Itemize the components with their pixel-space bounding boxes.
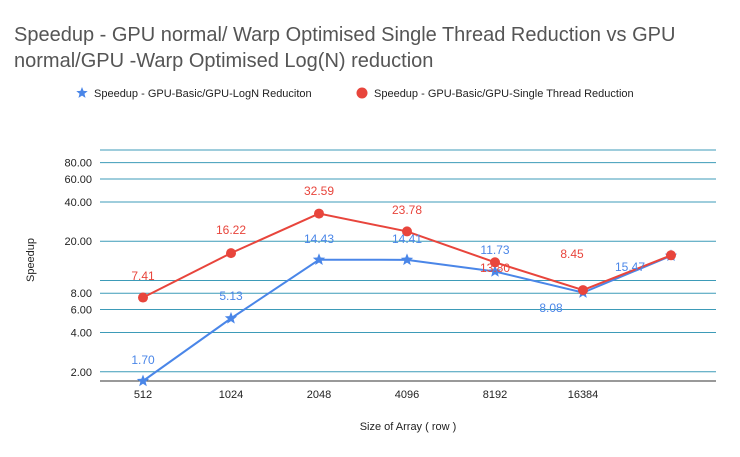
data-label: 8.08 bbox=[539, 301, 563, 315]
data-point-star bbox=[400, 253, 414, 266]
x-tick-label: 512 bbox=[134, 389, 152, 401]
x-tick-label: 4096 bbox=[395, 389, 419, 401]
y-tick-label: 6.00 bbox=[71, 305, 92, 317]
x-axis-title: Size of Array ( row ) bbox=[360, 421, 457, 433]
legend-marker-star bbox=[76, 87, 88, 98]
data-label: 23.78 bbox=[392, 203, 422, 217]
legend-label: Speedup - GPU-Basic/GPU-Single Thread Re… bbox=[374, 88, 634, 100]
legend: Speedup - GPU-Basic/GPU-LogN Reduciton Sp… bbox=[76, 87, 634, 100]
data-point-star bbox=[488, 265, 502, 277]
data-point-circle bbox=[138, 292, 148, 303]
data-point-circle bbox=[226, 248, 236, 259]
y-tick-label: 8.00 bbox=[71, 288, 92, 300]
y-tick-label: 4.00 bbox=[71, 327, 92, 339]
x-tick-label: 16384 bbox=[568, 389, 599, 401]
data-point-star bbox=[136, 374, 150, 387]
data-label: 14.41 bbox=[392, 232, 422, 246]
x-tick-label: 8192 bbox=[483, 389, 507, 401]
y-tick-label: 80.00 bbox=[64, 158, 92, 170]
y-tick-label: 20.00 bbox=[64, 236, 92, 248]
x-tick-label: 2048 bbox=[307, 389, 331, 401]
data-label: 11.73 bbox=[480, 243, 509, 257]
y-axis-ticks: 2.00 4.00 6.00 8.00 20.00 40.00 60.00 80.00 bbox=[64, 158, 92, 379]
legend-marker-circle bbox=[356, 87, 368, 99]
data-label: 8.45 bbox=[560, 247, 584, 261]
series-group bbox=[136, 208, 678, 387]
series-line bbox=[142, 254, 672, 382]
data-point-circle bbox=[578, 285, 588, 296]
x-axis-ticks: 512 1024 2048 4096 8192 16384 bbox=[134, 389, 598, 401]
data-label: 7.41 bbox=[131, 269, 155, 283]
data-point-star bbox=[224, 311, 238, 324]
data-point-circle bbox=[490, 257, 500, 268]
y-tick-label: 40.00 bbox=[64, 197, 92, 209]
data-point-circle bbox=[666, 250, 676, 261]
y-tick-label: 60.00 bbox=[64, 174, 92, 186]
y-tick-label: 2.00 bbox=[71, 367, 92, 379]
data-label: 16.22 bbox=[216, 223, 246, 237]
y-axis-title: Speedup bbox=[25, 238, 37, 282]
data-labels: 1.70 5.13 14.43 14.41 11.73 8.08 15.47 7.41 16.2… bbox=[131, 184, 645, 367]
legend-label: Speedup - GPU-Basic/GPU-LogN Reduciton bbox=[94, 88, 312, 100]
data-point-star bbox=[312, 253, 326, 266]
data-label: 5.13 bbox=[219, 289, 243, 303]
data-point-circle bbox=[314, 208, 324, 219]
data-label: 1.70 bbox=[131, 353, 155, 367]
data-label: 32.59 bbox=[304, 184, 334, 198]
grid-lines bbox=[100, 149, 716, 382]
data-point-circle bbox=[402, 226, 412, 237]
x-tick-label: 1024 bbox=[219, 389, 243, 401]
data-label: 14.43 bbox=[304, 232, 334, 246]
data-label: 15.47 bbox=[615, 260, 645, 274]
chart-title: Speedup - GPU normal/ Warp Optimised Sin… bbox=[14, 24, 676, 72]
data-label: 13.80 bbox=[480, 261, 510, 275]
